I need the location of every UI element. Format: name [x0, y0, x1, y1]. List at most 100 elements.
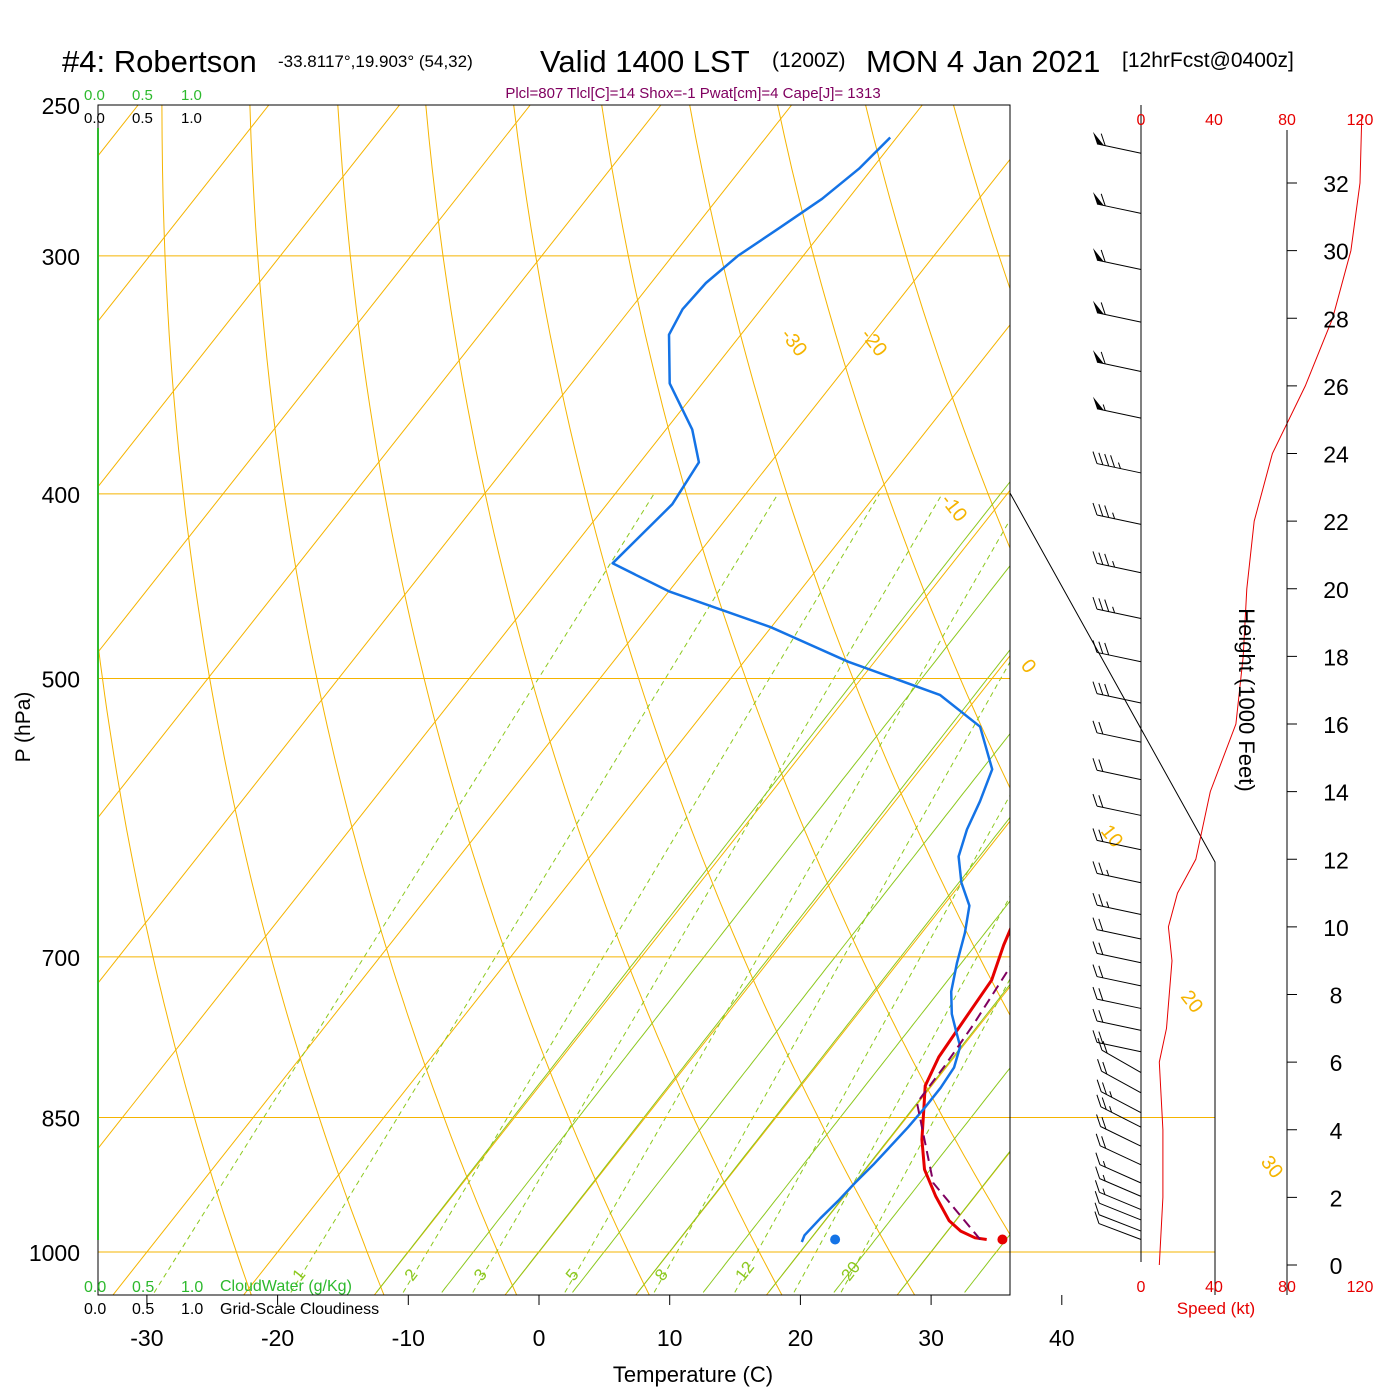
moist-adiabat-line [637, 816, 1010, 1293]
temperature-tick-label: -10 [392, 1325, 425, 1351]
height-tick-label: 4 [1330, 1118, 1343, 1144]
mixing-ratio-label: 12 [731, 1258, 758, 1285]
isotherm-line [373, 489, 1010, 1295]
wind-barb-staff [1098, 1214, 1142, 1232]
wind-barb-feather [1098, 829, 1104, 842]
isotherm-label: 0 [1016, 655, 1040, 677]
wind-barb-staff [1096, 998, 1142, 1009]
wind-barb-half-feather [1109, 1106, 1113, 1113]
parcel-indices: Plcl=807 Tlcl[C]=14 Shox=-1 Pwat[cm]=4 C… [505, 85, 880, 102]
wind-barb-staff [1100, 1145, 1142, 1166]
wind-barb-feather [1102, 1061, 1108, 1075]
isotherm-line [98, 105, 270, 323]
pressure-tick-label: 850 [42, 1106, 80, 1132]
wind-barb-staff [1100, 1106, 1142, 1128]
wind-barb-feather [1098, 552, 1104, 565]
wind-barb-feather [1104, 599, 1110, 612]
speed-tick-top-1: 40 [1205, 112, 1223, 129]
wind-barb-feather [1100, 302, 1106, 315]
surface-dewpoint-dot [830, 1234, 841, 1245]
wind-barb-half-feather [1112, 512, 1116, 519]
dry-adiabat-line [865, 105, 1010, 550]
wind-barb-feather [1100, 249, 1106, 263]
isotherm-line [98, 105, 793, 984]
temperature-axis-label: Temperature (C) [613, 1362, 773, 1387]
temperature-line [920, 926, 1010, 1241]
wind-barb-half-feather [1117, 462, 1121, 469]
cloud-tick-2: 1.0 [181, 87, 202, 104]
height-tick-label: 10 [1323, 915, 1349, 941]
wind-barb-staff [1096, 1020, 1142, 1031]
wind-barb-feather [1098, 918, 1104, 932]
speed-scale-top: 0 40 80 120 [1137, 112, 1374, 129]
wind-barb-staff [1096, 361, 1142, 372]
height-tick-label: 24 [1323, 442, 1349, 468]
wind-barb-staff [1096, 952, 1142, 964]
valid-time: Valid 1400 LST [540, 44, 750, 79]
temperature-tick-label: 30 [918, 1325, 944, 1351]
wind-barb-feather [1101, 1136, 1107, 1149]
isotherm-line [896, 1151, 1010, 1295]
wind-barb-staff [1099, 1202, 1142, 1221]
mixing-ratio-line [152, 493, 655, 1295]
cloudwater-scale-top: 0.0 0.5 1.0 [84, 87, 202, 104]
isotherm-line [243, 324, 1010, 1295]
wind-barb-feather [1096, 1094, 1102, 1107]
moist-adiabat-line [441, 565, 1010, 1293]
speed-tick-bottom-3: 120 [1347, 1279, 1374, 1296]
wind-barb-half-feather [1112, 560, 1116, 568]
wind-barb-half-feather [1106, 869, 1110, 877]
isotherm-label: -30 [776, 325, 811, 361]
isotherm-line [112, 158, 1010, 1295]
wind-barb-staff [1099, 1178, 1142, 1197]
wind-barb-staff [1096, 732, 1142, 743]
wind-barb-staff [1096, 872, 1142, 884]
wind-barb-staff [1096, 904, 1142, 915]
wind-barb-feather [1095, 1152, 1101, 1165]
plot-frame [97, 104, 1011, 1296]
cloud-tick-0: 0.0 [84, 87, 105, 104]
wind-barb-feather [1098, 1031, 1104, 1044]
wind-barb-feather [1097, 1038, 1103, 1051]
pressure-tick-label: 700 [42, 945, 80, 971]
wind-barb-feather [1098, 759, 1104, 772]
height-tick-label: 6 [1330, 1050, 1343, 1076]
cloudwater-scale-bottom: 0.0 0.5 1.0 CloudWater (g/Kg) [84, 1278, 352, 1296]
wind-barb-staff [1096, 514, 1142, 525]
parcel-line [916, 965, 1010, 1241]
cloud-bottom-tick-2: 1.0 [181, 1279, 203, 1296]
wind-barb-feather [1094, 1191, 1100, 1204]
dry-adiabat-line [601, 105, 1010, 1236]
isobars [98, 104, 1215, 1253]
wind-barb-feather [1102, 1041, 1108, 1054]
wind-barb-feather [1104, 553, 1110, 567]
dry-adiabat-line [337, 105, 650, 1295]
wind-barb-feather [1098, 988, 1104, 1001]
wind-barb-staff [1096, 1041, 1142, 1053]
height-tick-label: 0 [1330, 1253, 1343, 1279]
wind-barb-feather [1092, 917, 1098, 930]
height-tick-label: 18 [1323, 644, 1349, 670]
wind-barb-staff [1096, 839, 1142, 851]
dry-adiabat-line [425, 105, 783, 1295]
wind-barb-staff [1099, 1191, 1142, 1211]
wind-barb-feather [1096, 1114, 1102, 1127]
mixing-ratio-label: 8 [651, 1265, 672, 1284]
dry-adiabat-line [1379, 71, 1400, 1300]
wind-barb-feather [1092, 892, 1098, 906]
mixing-ratio-line [401, 493, 880, 1295]
mixing-ratio-line [470, 493, 943, 1295]
wind-barb-feather [1096, 1079, 1102, 1092]
wind-barb-feather [1098, 795, 1104, 808]
mixing-ratio-line [562, 518, 1010, 1295]
pressure-tick-label: 1000 [29, 1240, 80, 1266]
wind-barb-flag [1092, 396, 1104, 411]
wind-barb-feather [1098, 942, 1104, 955]
wind-barb-feather [1104, 505, 1110, 518]
isotherm-label: -20 [856, 325, 891, 361]
wind-barb-feather [1094, 1180, 1100, 1193]
wind-barb-half-feather [1112, 606, 1116, 614]
wind-barb-feather [1101, 1116, 1107, 1130]
isotherm-label: -10 [936, 490, 971, 526]
